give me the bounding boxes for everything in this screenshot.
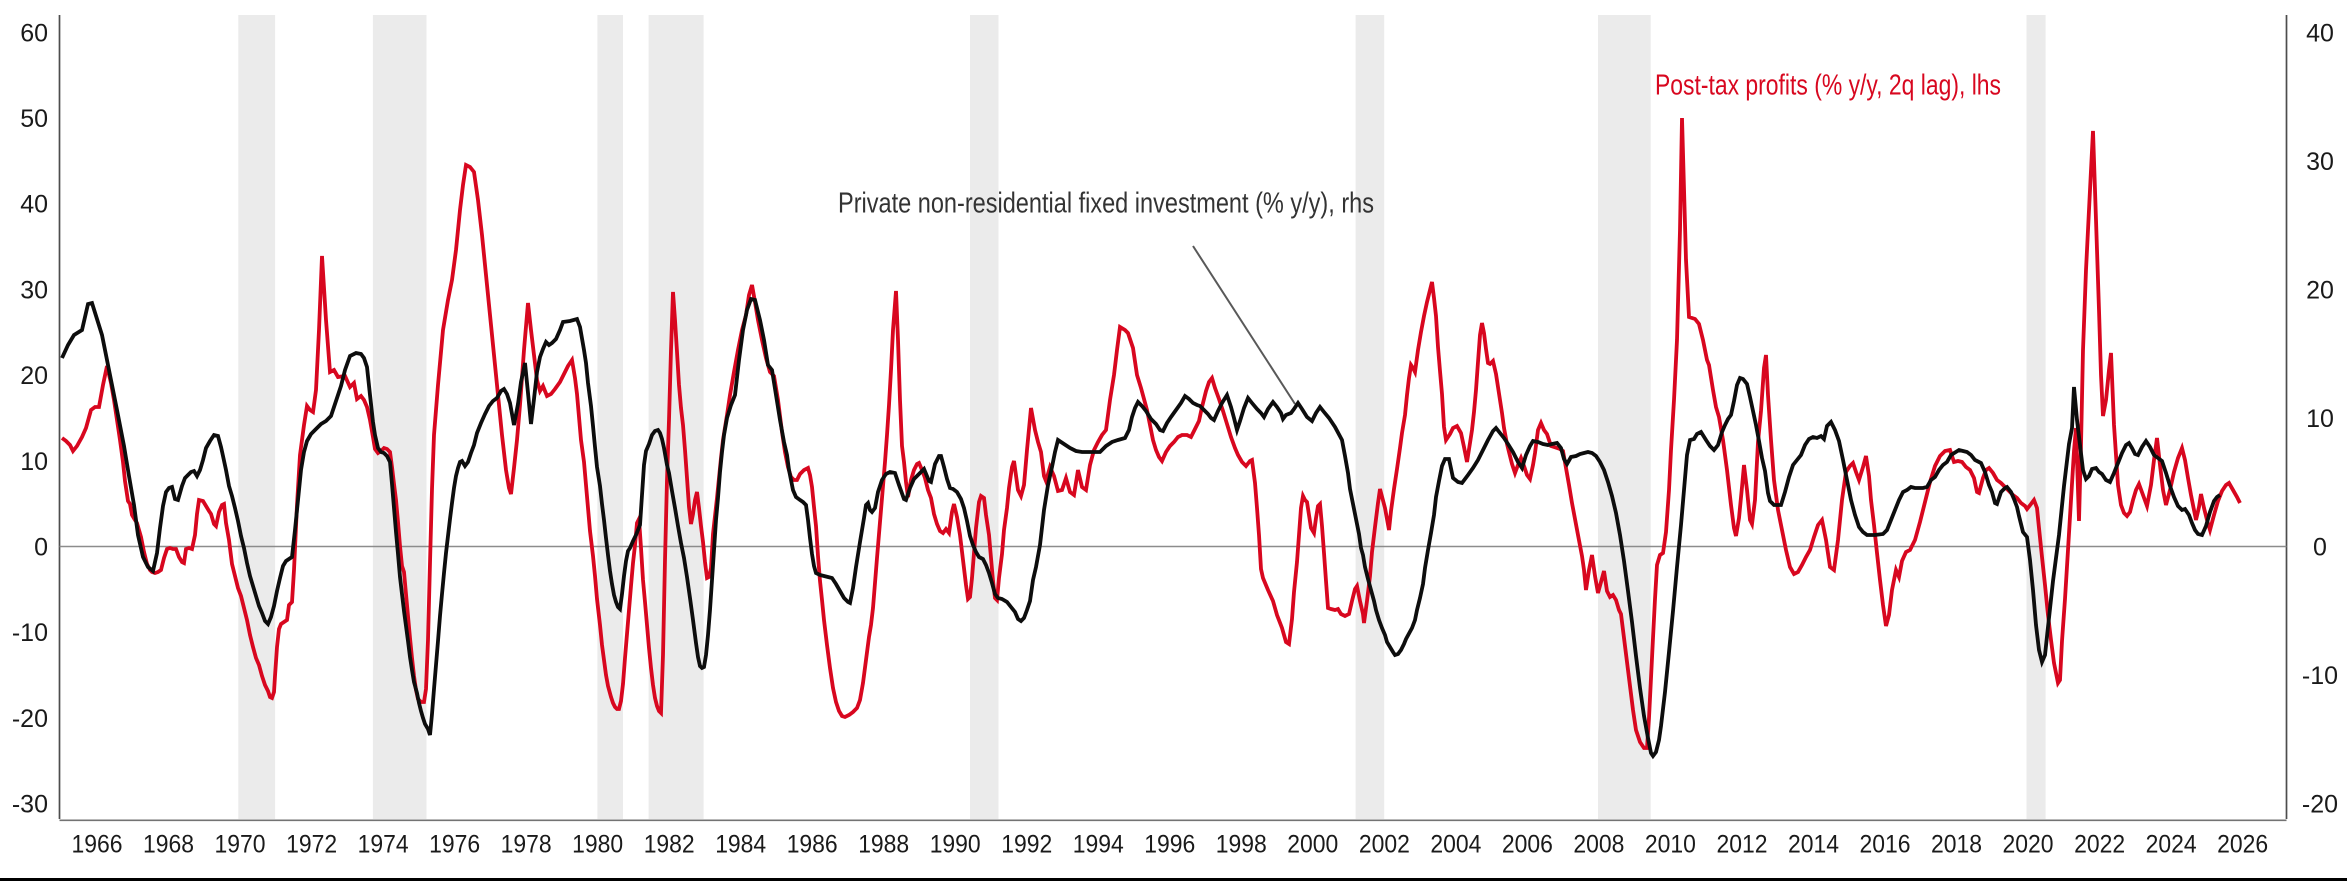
svg-text:10: 10 <box>2306 405 2334 433</box>
svg-text:50: 50 <box>20 105 48 133</box>
svg-text:-20: -20 <box>12 705 48 733</box>
svg-text:30: 30 <box>2306 148 2334 176</box>
svg-text:2010: 2010 <box>1645 831 1696 859</box>
svg-text:1996: 1996 <box>1144 831 1195 859</box>
svg-text:1980: 1980 <box>572 831 623 859</box>
svg-text:1976: 1976 <box>429 831 480 859</box>
svg-text:30: 30 <box>20 276 48 304</box>
svg-text:1982: 1982 <box>644 831 695 859</box>
svg-text:1984: 1984 <box>715 831 766 859</box>
svg-text:1972: 1972 <box>286 831 337 859</box>
svg-text:1970: 1970 <box>215 831 266 859</box>
svg-text:1986: 1986 <box>787 831 838 859</box>
svg-text:2020: 2020 <box>2003 831 2054 859</box>
svg-text:1966: 1966 <box>72 831 123 859</box>
svg-text:60: 60 <box>20 19 48 47</box>
svg-text:2014: 2014 <box>1788 831 1839 859</box>
svg-text:1978: 1978 <box>501 831 552 859</box>
svg-text:1998: 1998 <box>1216 831 1267 859</box>
svg-text:10: 10 <box>20 448 48 476</box>
svg-text:2000: 2000 <box>1287 831 1338 859</box>
svg-text:40: 40 <box>20 191 48 219</box>
svg-text:2022: 2022 <box>2074 831 2125 859</box>
svg-text:-10: -10 <box>12 619 48 647</box>
svg-text:0: 0 <box>2313 534 2327 562</box>
svg-text:40: 40 <box>2306 19 2334 47</box>
svg-text:20: 20 <box>2306 276 2334 304</box>
svg-text:2024: 2024 <box>2146 831 2197 859</box>
svg-text:2018: 2018 <box>1931 831 1982 859</box>
svg-text:20: 20 <box>20 362 48 390</box>
svg-text:2012: 2012 <box>1717 831 1768 859</box>
svg-text:2016: 2016 <box>1860 831 1911 859</box>
svg-text:1992: 1992 <box>1001 831 1052 859</box>
svg-text:2002: 2002 <box>1359 831 1410 859</box>
svg-text:1974: 1974 <box>358 831 409 859</box>
svg-text:1990: 1990 <box>930 831 981 859</box>
svg-text:Private non-residential fixed: Private non-residential fixed investment… <box>838 188 1374 220</box>
svg-text:2004: 2004 <box>1430 831 1481 859</box>
svg-text:2006: 2006 <box>1502 831 1553 859</box>
svg-text:2008: 2008 <box>1573 831 1624 859</box>
svg-text:-10: -10 <box>2302 662 2338 690</box>
svg-text:1968: 1968 <box>143 831 194 859</box>
svg-text:1994: 1994 <box>1073 831 1124 859</box>
svg-text:2026: 2026 <box>2217 831 2268 859</box>
svg-text:0: 0 <box>34 534 48 562</box>
svg-text:-20: -20 <box>2302 791 2338 819</box>
svg-text:1988: 1988 <box>858 831 909 859</box>
svg-text:Post-tax profits (% y/y, 2q la: Post-tax profits (% y/y, 2q lag), lhs <box>1655 70 2001 102</box>
svg-text:-30: -30 <box>12 791 48 819</box>
